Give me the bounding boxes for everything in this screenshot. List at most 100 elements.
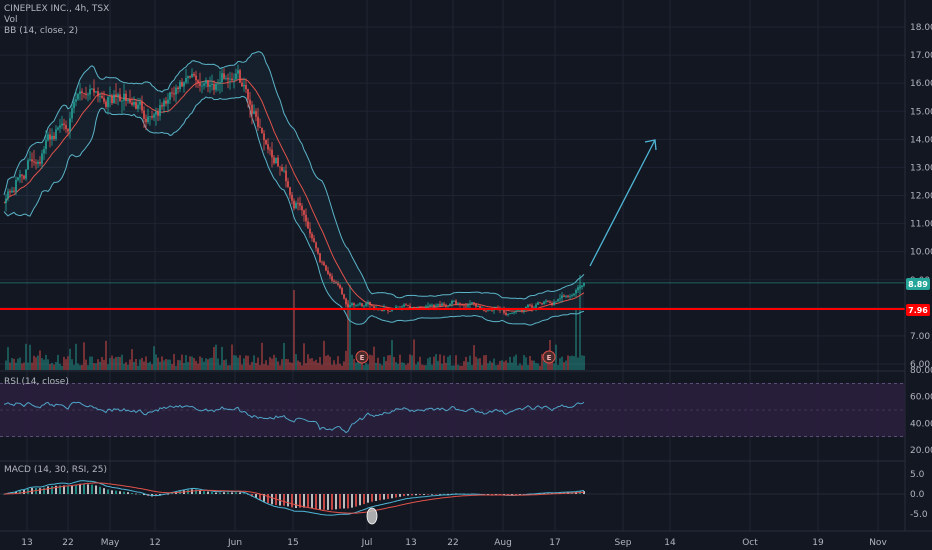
candle — [171, 87, 173, 98]
macd-histogram-bar — [15, 491, 17, 494]
volume-bar — [381, 365, 383, 370]
candle — [305, 208, 307, 227]
macd-histogram-bar — [387, 494, 389, 499]
candle — [453, 300, 455, 302]
volume-bar — [553, 363, 555, 370]
macd-trough-highlight[interactable] — [366, 507, 378, 525]
macd-histogram-bar — [111, 490, 113, 494]
volume-bar — [415, 364, 417, 370]
candle — [177, 85, 179, 94]
candle — [201, 81, 203, 94]
candle — [127, 98, 129, 104]
volume-bar — [353, 359, 355, 370]
macd-histogram-bar — [367, 494, 369, 503]
volume-bar — [361, 358, 363, 370]
rsi-legend[interactable]: RSI (14, close) — [4, 377, 69, 387]
volume-bar — [179, 360, 181, 370]
volume-bar — [123, 363, 125, 370]
candle — [319, 252, 321, 263]
price-tick-label: 12.00 — [910, 192, 932, 202]
volume-bar — [191, 356, 193, 370]
macd-legend[interactable]: MACD (14, 30, RSI, 25) — [4, 465, 108, 475]
candle — [477, 304, 479, 307]
macd-histogram-bar — [135, 493, 137, 495]
volume-bar — [423, 365, 425, 370]
volume-bar — [343, 361, 345, 370]
rsi-pane[interactable] — [0, 382, 905, 438]
candle — [351, 302, 353, 307]
macd-axis[interactable]: -5.0 0.0 5.0 — [910, 470, 928, 520]
volume-bar — [85, 359, 87, 370]
candle — [149, 116, 151, 126]
macd-histogram-bar — [403, 494, 405, 497]
volume-bar — [213, 346, 215, 370]
candle — [219, 70, 221, 94]
volume-bar — [221, 346, 223, 370]
chart-legend[interactable]: CINEPLEX INC., 4h, TSX Vol BB (14, close… — [4, 4, 109, 37]
candle — [365, 301, 367, 308]
volume-legend[interactable]: Vol — [4, 15, 18, 25]
candle — [547, 300, 549, 303]
price-pane[interactable]: E E — [0, 51, 905, 370]
candle — [229, 71, 231, 90]
candle — [43, 146, 45, 160]
macd-histogram-bar — [547, 492, 549, 494]
volume-bar — [71, 359, 73, 370]
candle — [397, 306, 399, 308]
volume-bar — [541, 354, 543, 370]
bollinger-legend[interactable]: BB (14, close, 2) — [4, 26, 79, 36]
candle — [269, 146, 271, 156]
macd-histogram-bar — [43, 487, 45, 494]
volume-bar — [459, 365, 461, 370]
macd-histogram-bar — [451, 493, 453, 495]
volume-bar — [463, 361, 465, 370]
macd-histogram-bar — [143, 494, 145, 496]
macd-pane[interactable] — [0, 480, 905, 525]
volume-bar — [205, 358, 207, 370]
earnings-marker[interactable]: E — [542, 350, 556, 364]
volume-bar — [225, 359, 227, 370]
candle — [329, 272, 331, 280]
volume-bar — [97, 359, 99, 370]
symbol-title[interactable]: CINEPLEX INC., 4h, TSX — [4, 4, 110, 14]
candle — [203, 80, 205, 90]
macd-histogram-bar — [407, 494, 409, 496]
candle — [85, 86, 87, 100]
volume-bar — [451, 365, 453, 370]
candle — [141, 95, 143, 114]
macd-histogram-bar — [383, 494, 385, 500]
macd-histogram-bar — [323, 494, 325, 510]
volume-bar — [43, 359, 45, 370]
time-tick-label: Aug — [494, 538, 512, 548]
candle — [25, 169, 27, 181]
candle — [399, 306, 401, 308]
candle — [157, 108, 159, 121]
macd-histogram-bar — [87, 484, 89, 494]
time-axis[interactable]: 13 22 May 12 Jun 15 Jul 13 22 Aug 17 Sep 14 Oct 19 Nov — [21, 538, 887, 548]
rsi-axis[interactable]: 20.00 40.00 60.00 80.00 — [910, 366, 932, 456]
volume-bar — [489, 360, 491, 370]
volume-bar — [245, 355, 247, 370]
earnings-marker[interactable]: E — [355, 350, 369, 364]
macd-histogram-bar — [439, 493, 441, 495]
candle — [323, 260, 325, 267]
time-tick-label: Jun — [227, 538, 242, 548]
volume-bar — [475, 356, 477, 370]
volume-bar — [505, 360, 507, 370]
volume-bar — [253, 355, 255, 370]
price-tick-label: 14.00 — [910, 135, 932, 145]
volume-bar — [113, 358, 115, 370]
volume-bar — [19, 357, 21, 370]
candle — [469, 300, 471, 309]
price-tick-label: 18.00 — [910, 23, 932, 33]
candle — [59, 118, 61, 133]
volume-bar — [571, 355, 573, 370]
candle — [515, 310, 517, 314]
volume-bar — [51, 362, 53, 370]
candle — [457, 302, 459, 306]
candle — [31, 152, 33, 168]
candle — [405, 303, 407, 306]
volume-bar — [53, 364, 55, 370]
projection-arrow[interactable] — [589, 139, 657, 267]
